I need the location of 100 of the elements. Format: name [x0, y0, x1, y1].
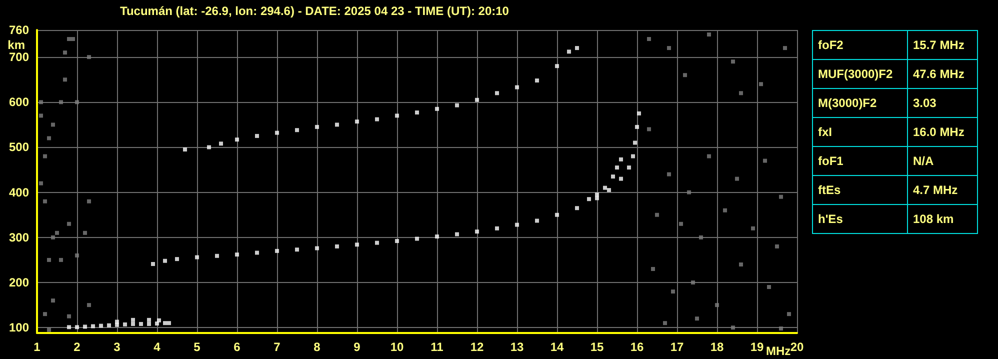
point: [235, 138, 239, 142]
point: [275, 248, 279, 253]
point: [83, 324, 87, 329]
x-tick-label: 12: [470, 340, 484, 354]
point: [679, 222, 683, 226]
point: [91, 324, 95, 328]
text: ftEs: [812, 176, 908, 204]
point: [587, 197, 591, 202]
point: [47, 136, 51, 140]
point: [87, 199, 91, 204]
text: N/A: [908, 146, 978, 176]
point: [633, 140, 637, 145]
point: [207, 145, 211, 150]
point: [631, 154, 635, 158]
point: [615, 166, 619, 170]
point: [47, 328, 51, 332]
text: foF1: [812, 146, 908, 176]
point: [495, 226, 499, 230]
point: [51, 298, 55, 303]
x-tick-label: 17: [670, 340, 684, 354]
point: [123, 322, 127, 326]
point: [71, 37, 75, 42]
point: [535, 78, 539, 82]
x-tick-label: 5: [194, 340, 201, 354]
point: [567, 50, 571, 54]
point: [43, 199, 47, 204]
point: [55, 230, 59, 235]
point: [435, 106, 439, 111]
text: MUF(3000)F2: [812, 60, 908, 88]
point: [39, 100, 43, 104]
point: [695, 316, 699, 321]
point: [739, 262, 743, 266]
point: [47, 258, 51, 262]
point: [175, 257, 179, 262]
point: [167, 321, 171, 326]
point: [163, 321, 167, 326]
point: [735, 176, 739, 181]
point: [75, 100, 79, 104]
point: [59, 100, 63, 104]
point: [787, 312, 791, 316]
y-tick-label: 500: [8, 140, 30, 154]
point: [131, 322, 135, 326]
x-tick-label: 10: [390, 340, 404, 354]
point: [647, 37, 651, 42]
point: [163, 258, 167, 263]
point: [515, 222, 519, 227]
point: [87, 303, 91, 308]
point: [43, 312, 47, 316]
point: [715, 303, 719, 308]
point: [395, 239, 399, 244]
point: [255, 134, 259, 138]
point: [455, 232, 459, 236]
point: [683, 73, 687, 78]
point: [39, 114, 43, 118]
point: [575, 206, 579, 210]
point: [67, 325, 71, 330]
point: [455, 103, 459, 108]
chart-title: Tucumán (lat: -26.9, lon: 294.6) - DATE: 2025 04 23 - TIME (UT): 20:10: [120, 4, 510, 18]
x-tick-label: 16: [630, 340, 644, 354]
point: [435, 234, 439, 239]
point: [295, 248, 299, 252]
point: [147, 318, 151, 322]
y-axis-title: km: [8, 38, 25, 52]
point: [51, 235, 55, 240]
point: [151, 262, 155, 266]
point: [635, 124, 639, 129]
x-tick-label: 3: [114, 340, 121, 354]
x-axis-title: MHz: [766, 344, 791, 358]
point: [335, 244, 339, 248]
point: [535, 218, 539, 223]
point: [67, 222, 71, 226]
point: [707, 32, 711, 37]
point: [115, 320, 119, 324]
point: [655, 212, 659, 217]
point: [315, 246, 319, 250]
point: [215, 254, 219, 258]
x-tick-label: 13: [510, 340, 524, 354]
point: [315, 124, 319, 129]
point: [99, 324, 103, 328]
point: [415, 236, 419, 241]
x-tick-label: 4: [154, 340, 161, 354]
x-tick-label: 9: [354, 340, 361, 354]
text: 15.7 MHz: [908, 30, 978, 60]
point: [707, 154, 711, 158]
point: [183, 147, 187, 152]
point: [67, 314, 71, 318]
x-tick-label: 2: [74, 340, 81, 354]
y-tick-label: 400: [8, 185, 30, 200]
text: fxI: [812, 118, 908, 146]
x-tick-label: 15: [590, 340, 604, 354]
point: [647, 127, 651, 132]
point: [751, 226, 755, 230]
text: 4.7 MHz: [908, 176, 978, 204]
text: M(3000)F2: [812, 88, 908, 118]
point: [131, 318, 135, 322]
point: [611, 174, 615, 179]
point: [415, 110, 419, 115]
point: [157, 318, 161, 322]
point: [51, 122, 55, 127]
point: [739, 91, 743, 96]
